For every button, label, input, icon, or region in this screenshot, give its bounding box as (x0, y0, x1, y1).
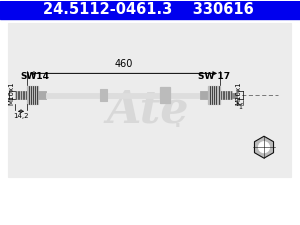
Bar (208, 86, 220, 104)
Text: SW14: SW14 (20, 72, 49, 81)
Bar (15, 91, 27, 99)
Text: SW 17: SW 17 (198, 72, 230, 81)
Bar (160, 87, 170, 103)
Text: 1: 1 (238, 105, 242, 110)
Bar (232, 93, 237, 98)
Text: 24.5112-0461.3    330616: 24.5112-0461.3 330616 (43, 2, 253, 17)
Circle shape (259, 142, 269, 153)
Bar (0, 1, 300, 18)
Bar (200, 91, 208, 99)
Text: M10x1: M10x1 (8, 81, 14, 105)
Text: 14,2: 14,2 (13, 113, 29, 119)
Text: 460: 460 (114, 59, 133, 69)
Bar (46, 93, 200, 98)
Bar (27, 86, 38, 104)
Bar (100, 89, 107, 101)
Text: M10x1: M10x1 (235, 81, 241, 105)
Bar (220, 91, 232, 99)
Bar (107, 93, 117, 98)
Text: Ate: Ate (107, 89, 189, 132)
Bar (8, 22, 291, 177)
Text: .: . (173, 104, 183, 133)
Bar (38, 91, 46, 99)
Polygon shape (254, 136, 274, 158)
